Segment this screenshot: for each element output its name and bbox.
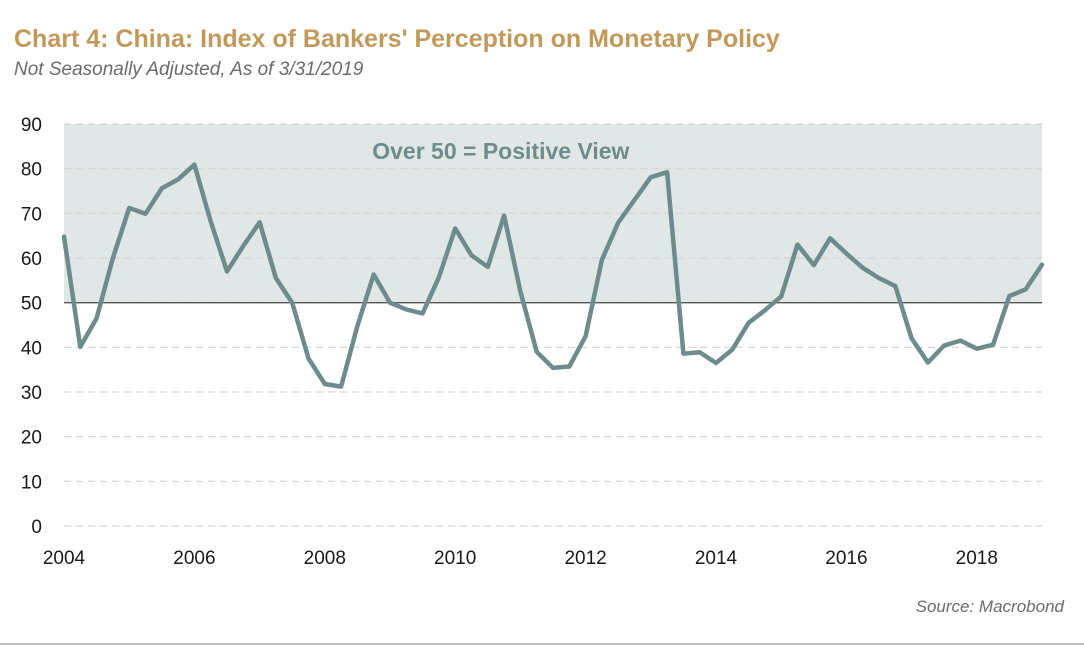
y-tick-label: 60 (21, 249, 42, 270)
x-axis-ticks: 2004 2006 2008 2010 2012 2014 2016 2018 (43, 548, 998, 569)
x-tick-label: 2004 (43, 548, 86, 569)
x-tick-label: 2006 (173, 548, 215, 569)
source-note: Source: Macrobond (915, 597, 1064, 616)
y-tick-label: 80 (21, 160, 42, 181)
y-tick-label: 20 (21, 428, 42, 449)
x-tick-label: 2008 (304, 548, 346, 569)
chart-subtitle: Not Seasonally Adjusted, As of 3/31/2019 (14, 59, 364, 80)
y-tick-label: 50 (21, 294, 42, 315)
y-tick-label: 10 (21, 472, 42, 493)
y-tick-label: 70 (21, 204, 42, 225)
x-tick-label: 2016 (825, 548, 867, 569)
x-tick-label: 2018 (956, 548, 998, 569)
x-tick-label: 2012 (564, 548, 606, 569)
y-tick-label: 40 (21, 338, 42, 359)
y-tick-label: 30 (21, 383, 42, 404)
x-tick-label: 2010 (434, 548, 476, 569)
y-tick-label: 0 (31, 517, 42, 538)
y-tick-label: 90 (21, 115, 42, 136)
series-line (61, 162, 1045, 389)
chart-title: Chart 4: China: Index of Bankers' Percep… (14, 25, 780, 53)
positive-view-annotation: Over 50 = Positive View (372, 138, 629, 164)
y-axis-ticks: 0 10 20 30 40 50 60 70 80 90 (21, 115, 42, 538)
x-tick-label: 2014 (695, 548, 738, 569)
